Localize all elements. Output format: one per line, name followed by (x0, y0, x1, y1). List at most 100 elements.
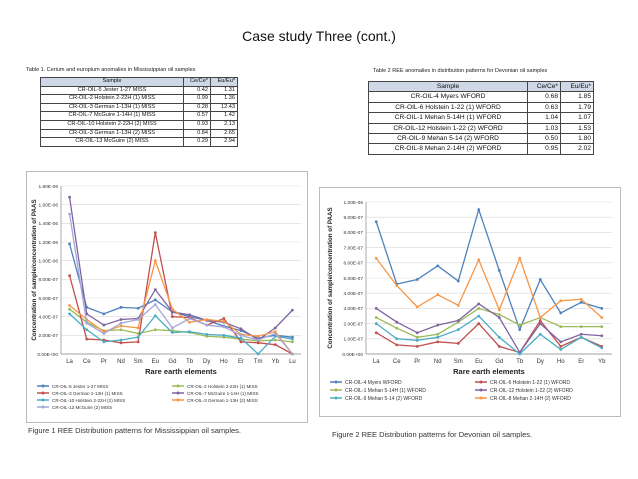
data-point (119, 341, 123, 345)
table1-row: CR-OIL-3 German 1-13H (1) MISS 0.28 12.43 (40, 102, 238, 113)
data-point (518, 256, 522, 260)
y-tick-label: 1.60E-06 (39, 202, 59, 208)
data-point (395, 343, 399, 347)
data-point (477, 314, 481, 318)
data-point (395, 320, 399, 324)
figure2-chart: 0.00E+00 1.00E-07 2.00E-07 3.00E-07 4.00E-07… (319, 187, 621, 417)
x-tick-label: Ce (393, 359, 401, 365)
series-line (375, 207, 602, 332)
x-axis-title: Rare earth elements (453, 367, 525, 376)
table1-cell: 0.93 (183, 119, 211, 130)
data-point (538, 322, 542, 325)
table2-cell: 0.95 (527, 143, 561, 155)
data-point (205, 323, 209, 327)
table1-cell: CR-OIL-10 Holstein 2-22H (2) MISS (40, 119, 184, 130)
table2-ree-anomalies: Sample Ce/Ce* Eu/Eu* CR-OIL-4 Myers WFORD 0.… (368, 80, 594, 155)
legend-marker (41, 405, 45, 409)
data-point (415, 331, 419, 335)
legend-label: CR-OIL-3 German 1-13H (1) MISS (52, 391, 123, 396)
data-point (415, 278, 419, 281)
data-point (102, 340, 106, 344)
data-point (68, 307, 71, 311)
data-point (415, 338, 419, 342)
data-point (239, 340, 243, 344)
data-point (153, 303, 157, 306)
x-tick-label: Tb (186, 359, 194, 365)
data-point (395, 284, 399, 287)
legend-marker (41, 398, 45, 402)
data-point (374, 256, 378, 260)
data-point (600, 346, 604, 350)
data-point (436, 264, 440, 268)
data-point (119, 338, 123, 342)
data-point (477, 208, 481, 211)
data-point (477, 307, 481, 310)
table2-row: CR-OIL-4 Myers WFORD 0.68 1.85 (368, 91, 594, 103)
table1-header-cell: Sample (40, 77, 184, 87)
legend-label: CR-OIL-12 Holstein 1-22 (2) WFORD (490, 388, 573, 394)
y-tick-label: 1.20E-06 (39, 240, 59, 246)
table2-header-cell: Ce/Ce* (527, 80, 561, 93)
table2-cell: 1.03 (527, 122, 561, 135)
data-point (456, 279, 460, 283)
data-point (205, 318, 209, 321)
table2-cell: 1.07 (560, 112, 594, 124)
data-point (415, 345, 419, 348)
table2-cell: CR-OIL-9 Mehan 5-14 (2) WFORD (368, 133, 528, 145)
data-point (273, 334, 277, 338)
x-tick-label: Dy (537, 359, 544, 365)
data-point (579, 297, 583, 301)
series-line (68, 213, 293, 355)
data-point (559, 299, 563, 303)
data-point (415, 305, 419, 309)
x-tick-label: La (373, 359, 380, 365)
table1-cell: 0.29 (183, 137, 211, 147)
data-point (188, 320, 191, 324)
data-point (102, 312, 106, 316)
y-tick-label: 8.00E-07 (344, 230, 364, 236)
data-point (395, 326, 399, 330)
y-axis-title: Concentration of sample/concentration of… (327, 207, 334, 348)
data-point (559, 311, 563, 315)
data-point (256, 334, 260, 338)
data-point (136, 335, 140, 339)
table1-cell: 0.57 (183, 111, 211, 121)
series-line (375, 303, 602, 354)
y-tick-label: 2.00E-07 (344, 321, 364, 327)
figure1-chart: 0.00E+00 2.00E-07 4.00E-07 6.00E-07 8.00E-07… (26, 171, 308, 423)
table2-cell: 0.50 (527, 133, 561, 145)
legend-marker (176, 398, 180, 402)
y-tick-label: 2.00E-07 (39, 333, 59, 339)
data-point (518, 328, 522, 332)
data-point (291, 308, 294, 312)
x-tick-label: Er (578, 359, 584, 365)
data-point (239, 327, 243, 331)
table2-header-cell: Sample (368, 80, 528, 93)
table2-cell: CR-OIL-4 Myers WFORD (368, 91, 528, 103)
data-point (239, 333, 243, 337)
data-point (374, 220, 378, 224)
legend-label: CR-OIL-8 Mehan 2-14H (2) WFORD (490, 396, 571, 402)
table1-cell: 1.36 (210, 94, 238, 104)
table2-row: CR-OIL-9 Mehan 5-14 (2) WFORD 0.50 1.80 (368, 133, 594, 145)
legend-marker (176, 391, 180, 395)
data-point (119, 305, 123, 309)
series-line (375, 307, 602, 338)
data-point (136, 318, 140, 321)
legend-label: CR-OIL-10 Holstein 2-22H (2) MISS (52, 398, 125, 403)
table2-row: CR-OIL-12 Holstein 1-22 (2) WFORD 1.03 1.5… (368, 122, 594, 135)
table1-header-cell: Ce/Ce* (183, 77, 211, 87)
x-tick-label: Tb (516, 359, 524, 365)
table1-cerium-europium: Sample Ce/Ce* Eu/Eu* CR-OIL-5 Jester 1-27 M… (40, 77, 238, 147)
x-tick-label: Yb (598, 359, 606, 365)
data-point (518, 352, 522, 356)
table1-row: CR-OIL-5 Jester 1-27 MISS 0.42 1.31 (40, 85, 238, 96)
data-point (153, 259, 157, 263)
table2-cell: 1.04 (527, 112, 561, 124)
slide-title: Case study Three (cont.) (242, 28, 396, 44)
figure2-svg: 0.00E+00 1.00E-07 2.00E-07 3.00E-07 4.00E-07… (327, 200, 612, 402)
data-point (68, 212, 71, 216)
data-point (456, 328, 460, 332)
data-point (68, 304, 71, 307)
table1-row: CR-OIL-13 McGuire (2) MISS 0.29 2.94 (40, 137, 238, 147)
